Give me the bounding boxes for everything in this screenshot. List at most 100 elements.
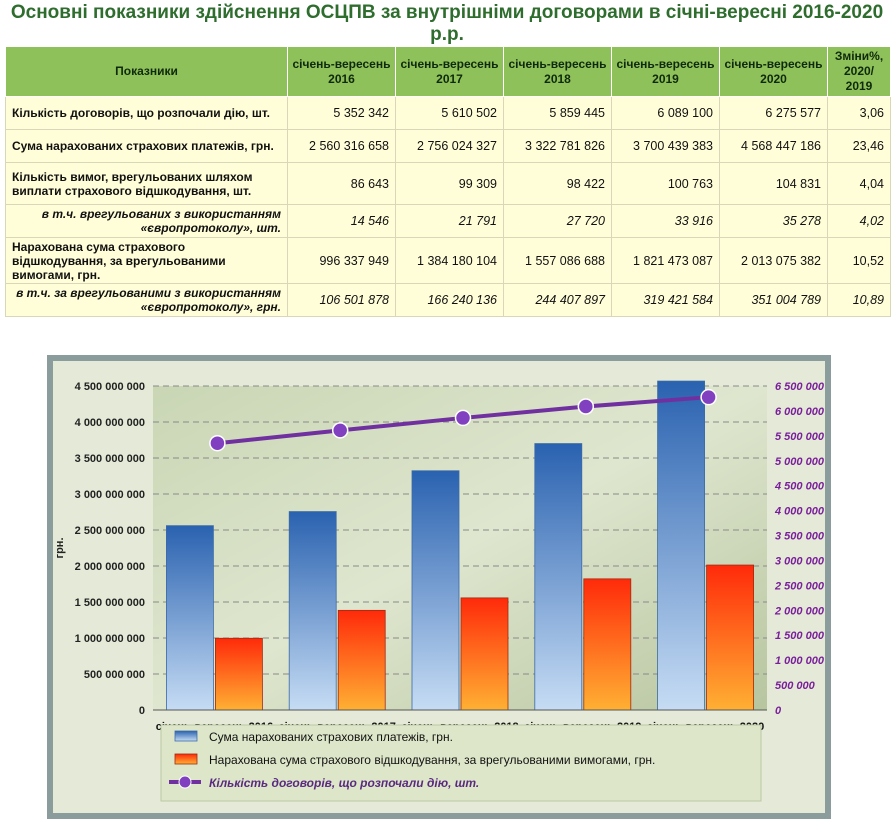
table-cell: 4,02	[827, 204, 891, 238]
table-header-cell: Показники	[5, 46, 288, 97]
table-cell: 6 275 577	[719, 96, 828, 130]
y-right-tick-label: 1 000 000	[775, 655, 825, 667]
y-tick-label: 500 000 000	[84, 669, 145, 681]
table-cell: 3 700 439 383	[611, 129, 720, 163]
y-axis-label: грн.	[54, 537, 66, 558]
table-cell: 4,04	[827, 162, 891, 205]
y-right-tick-label: 2 000 000	[774, 605, 825, 617]
contracts-point	[700, 388, 717, 406]
y-tick-label: 2 000 000 000	[75, 561, 145, 573]
table-row: Кількість вимог, врегульованих шляхом ви…	[5, 162, 891, 205]
row-label: Кількість вимог, врегульованих шляхом ви…	[5, 162, 288, 205]
table-cell: 5 610 502	[395, 96, 504, 130]
table-cell: 2 560 316 658	[287, 129, 396, 163]
table-cell: 99 309	[395, 162, 504, 205]
y-right-tick-label: 2 500 000	[774, 580, 825, 592]
table-cell: 33 916	[611, 204, 720, 238]
table-header-row: Показники січень-вересень 2016 січень-ве…	[5, 46, 891, 97]
y-right-tick-label: 5 000 000	[775, 456, 825, 468]
table-cell: 35 278	[719, 204, 828, 238]
claims-bar	[214, 637, 263, 711]
claims-bar	[337, 609, 386, 711]
contracts-point	[209, 434, 226, 452]
table-cell: 3 322 781 826	[503, 129, 612, 163]
claims-bar	[583, 578, 632, 711]
table-header-cell: січень-вересень 2019	[611, 46, 720, 97]
table-row: Кількість договорів, що розпочали дію, ш…	[5, 96, 891, 130]
y-right-tick-label: 4 500 000	[774, 481, 825, 493]
y-right-tick-label: 6 500 000	[775, 381, 825, 393]
y-right-tick-label: 3 000 000	[775, 555, 825, 567]
y-tick-label: 1 500 000 000	[75, 597, 145, 609]
chart-area: 0 500 000 000 1 000 000 000 1 500 000 000 2 …	[53, 361, 825, 813]
table-cell: 14 546	[287, 204, 396, 238]
premium-bar	[288, 511, 337, 711]
table-cell: 996 337 949	[287, 237, 396, 284]
table-cell: 1 557 086 688	[503, 237, 612, 284]
table-cell: 244 407 897	[503, 283, 612, 317]
table-cell: 10,89	[827, 283, 891, 317]
y-right-tick-label: 0	[775, 705, 782, 717]
table-cell: 23,46	[827, 129, 891, 163]
table-cell: 5 859 445	[503, 96, 612, 130]
contracts-point	[454, 409, 472, 427]
table-cell: 1 384 180 104	[395, 237, 504, 284]
table-cell: 106 501 878	[287, 283, 396, 317]
y-right-tick-label: 3 500 000	[775, 531, 825, 543]
table-cell: 2 013 075 382	[719, 237, 828, 284]
row-label: Нарахована сума страхового відшкодування…	[5, 237, 288, 284]
y-tick-label: 2 500 000 000	[75, 525, 145, 537]
table-cell: 27 720	[503, 204, 612, 238]
table-cell: 351 004 789	[719, 283, 828, 317]
legend-entry: Сума нарахованих страхових платежів, грн…	[209, 730, 453, 744]
legend-swatch	[174, 730, 198, 742]
y-tick-label: 0	[139, 705, 145, 717]
table-cell: 100 763	[611, 162, 720, 205]
claims-bar	[460, 597, 509, 711]
table-cell: 3,06	[827, 96, 891, 130]
y-tick-label: 4 500 000 000	[75, 381, 145, 393]
table-cell: 166 240 136	[395, 283, 504, 317]
y-right-tick-label: 5 500 000	[775, 431, 825, 443]
chart-frame: 0 500 000 000 1 000 000 000 1 500 000 000 2 …	[47, 355, 831, 819]
premium-bar	[166, 525, 214, 711]
y-tick-label: 1 000 000 000	[75, 633, 145, 645]
table-cell: 5 352 342	[287, 96, 396, 130]
table-header-cell: Зміни%, 2020/ 2019	[827, 46, 891, 97]
y-right-tick-label: 4 000 000	[774, 506, 825, 518]
premium-bar	[534, 443, 583, 711]
legend-swatch	[174, 753, 198, 765]
table-cell: 104 831	[719, 162, 828, 205]
table-cell: 86 643	[287, 162, 396, 205]
table-row: в т.ч. врегульованих з використанням «єв…	[5, 204, 891, 238]
combo-chart: 0 500 000 000 1 000 000 000 1 500 000 000 2 …	[54, 380, 825, 802]
page-title: Основні показники здійснення ОСЦПВ за вн…	[10, 2, 884, 45]
row-label: Кількість договорів, що розпочали дію, ш…	[5, 96, 288, 130]
y-right-tick-label: 1 500 000	[775, 630, 825, 642]
row-label: в т.ч. за врегульованими з використанням…	[5, 283, 288, 317]
table-header-cell: січень-вересень 2020	[719, 46, 828, 97]
y-tick-label: 4 000 000 000	[75, 417, 145, 429]
contracts-point	[577, 398, 595, 415]
table-cell: 319 421 584	[611, 283, 720, 317]
table-row: в т.ч. за врегульованими з використанням…	[5, 283, 891, 317]
table-cell: 10,52	[827, 237, 891, 284]
y-tick-label: 3 500 000 000	[75, 453, 145, 465]
row-label: Сума нарахованих страхових платежів, грн…	[5, 129, 288, 163]
y-right-tick-label: 6 000 000	[775, 406, 825, 418]
table-row: Сума нарахованих страхових платежів, грн…	[5, 129, 891, 163]
indicators-table: Показники січень-вересень 2016 січень-ве…	[5, 46, 891, 317]
row-label: в т.ч. врегульованих з використанням «єв…	[5, 204, 288, 238]
table-cell: 1 821 473 087	[611, 237, 720, 284]
claims-bar	[706, 564, 754, 711]
premium-bar	[657, 380, 705, 711]
table-row: Нарахована сума страхового відшкодування…	[5, 237, 891, 284]
legend-marker	[178, 775, 192, 789]
legend-entry: Кількість договорів, що розпочали дію, ш…	[209, 776, 479, 790]
table-cell: 4 568 447 186	[719, 129, 828, 163]
legend-entry: Нарахована сума страхового відшкодування…	[209, 753, 655, 767]
y-tick-label: 3 000 000 000	[75, 489, 145, 501]
legend-box	[160, 724, 762, 802]
table-header-cell: січень-вересень 2016	[287, 46, 396, 97]
table-cell: 21 791	[395, 204, 504, 238]
